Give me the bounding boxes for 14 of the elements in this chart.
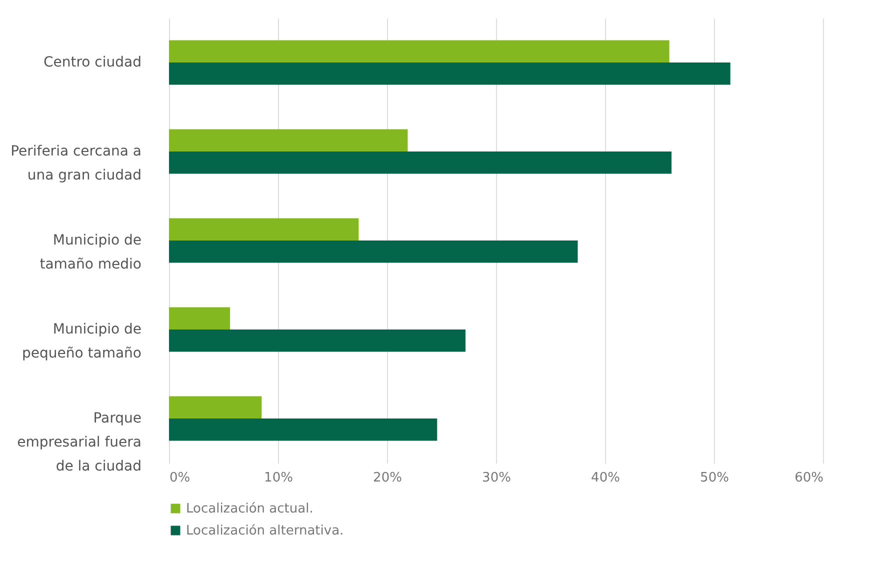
legend-label: Localización alternativa. (186, 524, 344, 538)
x-tick-label: 10% (264, 470, 293, 486)
x-tick-label: 50% (700, 470, 729, 486)
x-tick-label: 40% (591, 470, 620, 486)
x-tick-label: 0% (170, 470, 190, 486)
y-tick-label: Municipio de tamaño medio (40, 232, 142, 272)
y-tick-label: Periferia cercana a una gran ciudad (10, 144, 142, 184)
legend-label: Localización actual. (186, 502, 314, 516)
x-tick-label: 60% (794, 470, 824, 486)
y-tick-label: Parque empresarial fuera de la ciudad (17, 410, 142, 474)
x-tick-label: 20% (373, 470, 402, 486)
y-tick-label: Centro ciudad (43, 54, 142, 70)
x-tick-label: 30% (482, 470, 511, 486)
y-tick-label: Municipio de pequeño tamaño (22, 322, 142, 362)
